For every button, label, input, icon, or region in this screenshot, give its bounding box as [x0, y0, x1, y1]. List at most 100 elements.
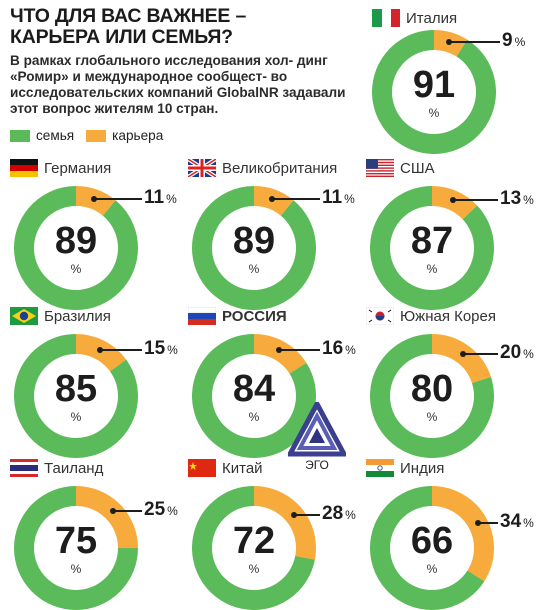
career-leader-dot	[291, 511, 298, 518]
donut-chart	[370, 334, 494, 458]
career-leader-dot	[449, 197, 456, 204]
family-percent-sign: %	[70, 562, 82, 576]
country-card: США 87% 13%	[366, 158, 537, 310]
career-leader-dot	[90, 196, 97, 203]
country-name: США	[400, 159, 435, 177]
country-card: Италия 91% 9%	[372, 8, 537, 158]
career-value-number: 9	[502, 30, 513, 52]
family-percent-sign: %	[428, 106, 440, 120]
career-leader-line	[462, 352, 498, 355]
family-percent-sign: %	[70, 410, 82, 424]
country-card: Южная Корея 80% 20%	[366, 306, 537, 458]
family-percent-sign: %	[426, 262, 438, 276]
career-value-number: 28	[322, 502, 344, 524]
country-header: Великобритания	[188, 158, 337, 178]
career-percent-sign: %	[523, 515, 534, 530]
donut-chart	[192, 186, 316, 310]
donut-chart	[372, 30, 496, 154]
career-value-number: 16	[322, 338, 344, 360]
ego-logo-icon	[285, 398, 349, 457]
career-leader-line	[93, 198, 142, 201]
career-leader-line	[271, 198, 320, 201]
country-name: Италия	[406, 9, 458, 27]
russia-flag-icon	[188, 307, 216, 325]
uk-flag-icon	[188, 159, 216, 177]
career-value: 9%	[502, 30, 525, 52]
family-percent-sign: %	[248, 262, 260, 276]
donut-slice-career	[372, 30, 496, 154]
career-value: 16%	[322, 338, 356, 360]
country-header: Италия	[372, 8, 457, 28]
chart-description: В рамках глобального исследования хол- д…	[10, 53, 346, 116]
career-percent-sign: %	[166, 192, 177, 207]
country-name: РОССИЯ	[222, 307, 287, 325]
career-value-number: 11	[144, 187, 165, 209]
family-value: 80	[410, 368, 454, 410]
title-line-2: КАРЬЕРА ИЛИ СЕМЬЯ?	[10, 26, 233, 48]
career-percent-sign: %	[345, 507, 356, 522]
donut-slice-career	[192, 486, 316, 610]
donut-slice-career	[14, 186, 138, 310]
country-header: Китай	[188, 458, 263, 478]
legend-label-family: семья	[36, 128, 75, 143]
career-leader-dot	[459, 350, 466, 357]
career-value: 25%	[144, 499, 178, 521]
family-value: 84	[232, 368, 276, 410]
ego-logo: ЭГО	[285, 398, 349, 474]
career-value-number: 13	[500, 188, 522, 210]
legend-swatch-career	[86, 129, 107, 142]
career-value-number: 15	[144, 337, 166, 359]
donut-chart	[192, 334, 316, 458]
family-value: 75	[54, 520, 98, 562]
family-value: 89	[232, 220, 276, 262]
germany-flag-icon	[10, 159, 38, 177]
china-flag-icon	[188, 459, 216, 477]
donut-chart	[370, 486, 494, 610]
career-leader-line	[448, 41, 500, 44]
career-value: 11%	[144, 187, 177, 209]
country-header: Германия	[10, 158, 111, 178]
country-name: Бразилия	[44, 307, 111, 325]
career-leader-dot	[268, 196, 275, 203]
country-card: Великобритания 89% 11%	[188, 158, 363, 310]
family-percent-sign: %	[426, 562, 438, 576]
career-percent-sign: %	[523, 346, 534, 361]
career-percent-sign: %	[523, 193, 534, 208]
title-line-1: ЧТО ДЛЯ ВАС ВАЖНЕЕ –	[10, 5, 247, 27]
legend-label-career: карьера	[112, 128, 164, 143]
brazil-flag-icon	[10, 307, 38, 325]
career-leader-line	[279, 349, 320, 352]
legend-item-career: карьера	[86, 128, 163, 143]
country-card: Германия 89% 11%	[10, 158, 185, 310]
career-leader-line	[294, 513, 320, 516]
italy-flag-icon	[372, 9, 400, 27]
country-card: Таиланд 75% 25%	[10, 458, 185, 610]
family-value: 66	[410, 520, 454, 562]
career-value: 34%	[500, 511, 534, 533]
career-percent-sign: %	[514, 35, 526, 50]
logo-text: ЭГО	[305, 458, 329, 472]
career-percent-sign: %	[344, 192, 355, 207]
usa-flag-icon	[366, 159, 394, 177]
career-value-number: 25	[144, 499, 166, 521]
country-name: Южная Корея	[400, 307, 496, 325]
korea-flag-icon	[366, 307, 394, 325]
family-percent-sign: %	[426, 410, 438, 424]
donut-chart	[370, 186, 494, 310]
country-card: Китай 72% 28%	[188, 458, 363, 610]
donut-slice-career	[370, 486, 494, 610]
country-header: РОССИЯ	[188, 306, 287, 326]
family-percent-sign: %	[70, 262, 82, 276]
career-value: 13%	[500, 188, 534, 210]
family-value: 91	[412, 64, 456, 106]
country-header: Бразилия	[10, 306, 111, 326]
country-name: Великобритания	[222, 159, 338, 177]
career-percent-sign: %	[345, 343, 356, 358]
family-value: 87	[410, 220, 454, 262]
legend-item-family: семья	[10, 128, 74, 143]
career-leader-dot	[474, 519, 481, 526]
career-value: 11%	[322, 187, 355, 209]
country-header: Южная Корея	[366, 306, 496, 326]
donut-slice-career	[14, 334, 138, 458]
country-header: Индия	[366, 458, 444, 478]
